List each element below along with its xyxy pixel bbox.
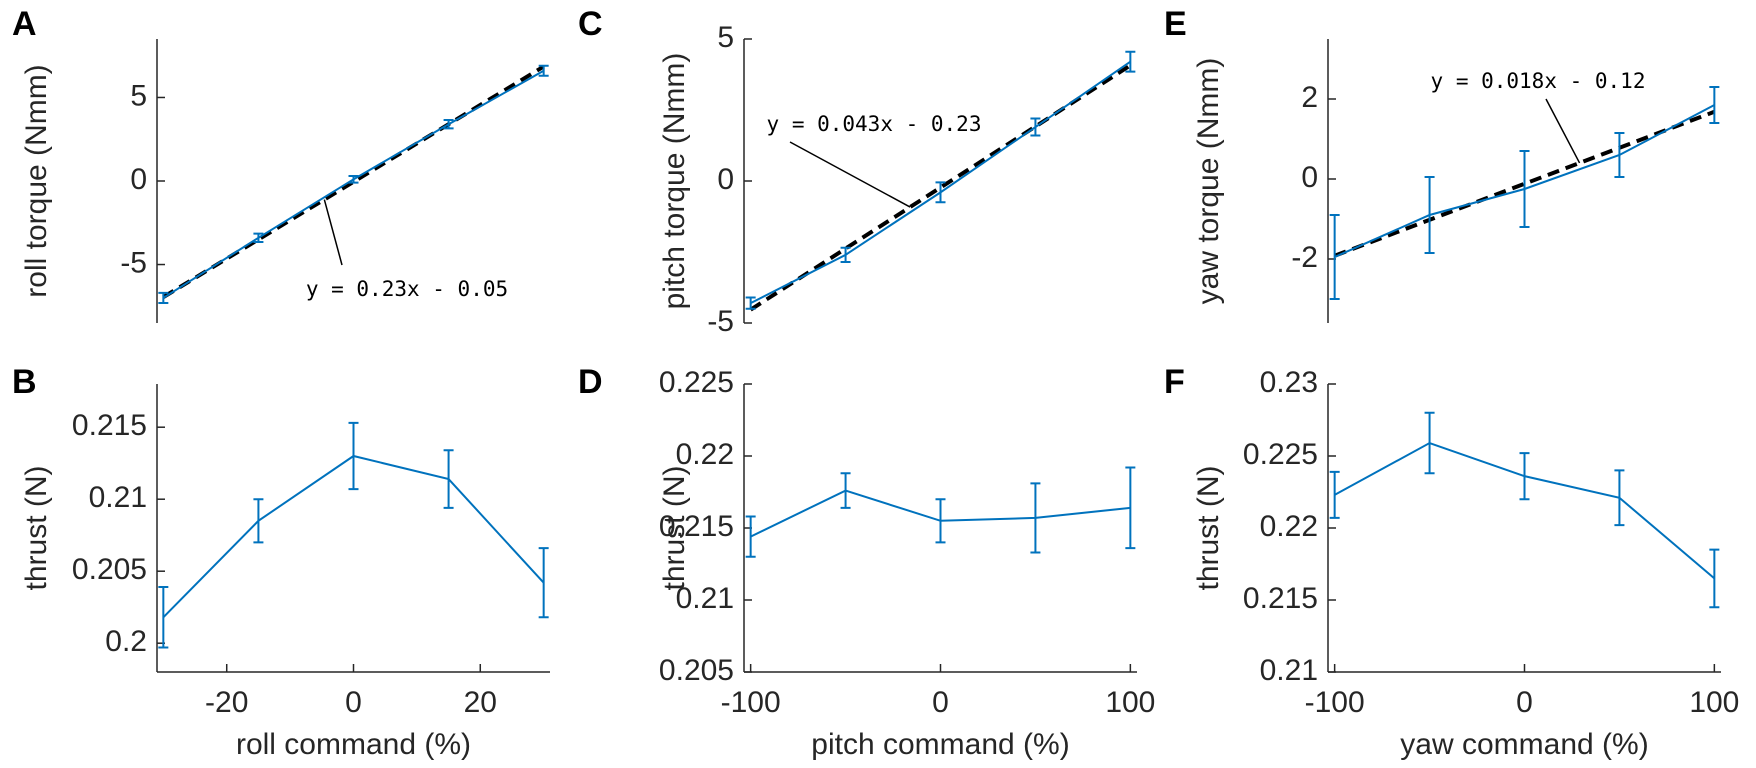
x-axis-label: yaw command (%) <box>1400 728 1648 761</box>
x-tick-label: 100 <box>1105 686 1155 719</box>
y-tick-label: 0.215 <box>72 409 147 442</box>
panel-letter: F <box>1164 363 1185 401</box>
error-bar <box>745 515 756 558</box>
y-tick-label: 0.22 <box>1260 510 1318 543</box>
y-tick-label: 0.215 <box>659 510 734 543</box>
y-tick-label: 0.205 <box>72 553 147 586</box>
x-tick-label: -100 <box>1305 686 1365 719</box>
panel-letter: D <box>578 363 603 401</box>
error-bar <box>348 174 359 184</box>
error-bar <box>158 291 169 304</box>
error-bar <box>1329 470 1340 519</box>
annotation-arrow <box>1545 98 1581 164</box>
error-bar <box>253 498 264 544</box>
y-tick-label: 0.2 <box>105 625 147 658</box>
error-bar <box>1709 548 1720 609</box>
x-tick-label: 100 <box>1689 686 1739 719</box>
error-bar <box>1519 150 1530 228</box>
y-tick-label: 2 <box>1301 81 1318 114</box>
error-bar <box>443 119 454 130</box>
y-tick-label: -5 <box>707 305 734 338</box>
error-bar <box>745 296 756 310</box>
annotation-arrow <box>789 141 911 208</box>
y-tick-label: -5 <box>120 246 147 279</box>
error-bar <box>1424 176 1435 254</box>
y-tick-label: -2 <box>1291 241 1318 274</box>
y-tick-label: 0.23 <box>1260 366 1318 399</box>
y-tick-label: 0.225 <box>1243 438 1318 471</box>
x-tick-label: 0 <box>1516 686 1533 719</box>
panel-letter: C <box>578 5 603 43</box>
error-bar <box>1125 466 1136 550</box>
fit-annotation: y = 0.043x - 0.23 <box>767 112 982 136</box>
error-bar <box>1709 86 1720 124</box>
x-tick-label: 0 <box>345 686 362 719</box>
x-axis-label: roll command (%) <box>236 728 471 761</box>
fit-line <box>1333 109 1716 258</box>
y-axis-label: yaw torque (Nmm) <box>1192 58 1225 305</box>
fit-line <box>162 64 545 299</box>
annotation-arrow <box>323 199 343 266</box>
error-bar <box>1030 117 1041 137</box>
y-axis-label: thrust (N) <box>658 465 691 590</box>
y-axis-label: thrust (N) <box>20 465 53 590</box>
error-bar <box>348 421 359 491</box>
error-bar <box>1125 50 1136 73</box>
error-bar <box>1614 132 1625 178</box>
error-bar <box>538 64 549 77</box>
panel-letter: B <box>12 363 37 401</box>
x-axis-label: pitch command (%) <box>811 728 1069 761</box>
error-bar <box>538 547 549 619</box>
error-bar <box>840 246 851 263</box>
panel-letter: E <box>1164 5 1187 43</box>
fit-annotation: y = 0.23x - 0.05 <box>306 277 508 301</box>
error-bar <box>158 586 169 649</box>
error-bar <box>443 449 454 509</box>
y-tick-label: 0.225 <box>659 366 734 399</box>
y-tick-label: 0.21 <box>89 481 147 514</box>
error-bar <box>840 472 851 509</box>
x-tick-label: -20 <box>205 686 248 719</box>
fit-annotation: y = 0.018x - 0.12 <box>1431 69 1646 93</box>
y-tick-label: 0.205 <box>659 654 734 687</box>
y-tick-label: 0 <box>717 163 734 196</box>
error-bar <box>253 232 264 243</box>
y-tick-label: 0.21 <box>676 582 734 615</box>
error-bar <box>1030 482 1041 554</box>
error-bar <box>935 498 946 544</box>
y-tick-label: 0 <box>130 163 147 196</box>
error-bar <box>1614 469 1625 527</box>
error-bar <box>1519 452 1530 501</box>
y-tick-label: 5 <box>717 21 734 54</box>
x-tick-label: 0 <box>932 686 949 719</box>
y-axis-label: pitch torque (Nmm) <box>658 53 691 310</box>
y-tick-label: 5 <box>130 79 147 112</box>
y-axis-label: roll torque (Nmm) <box>20 64 53 297</box>
panel-letter: A <box>12 5 37 43</box>
y-tick-label: 0.22 <box>676 438 734 471</box>
error-bar <box>1424 411 1435 475</box>
y-tick-label: 0.21 <box>1260 654 1318 687</box>
error-bar <box>1329 214 1340 300</box>
y-tick-label: 0 <box>1301 161 1318 194</box>
y-axis-label: thrust (N) <box>1192 465 1225 590</box>
y-tick-label: 0.215 <box>1243 582 1318 615</box>
error-bar <box>935 181 946 204</box>
x-tick-label: 20 <box>464 686 497 719</box>
x-tick-label: -100 <box>721 686 781 719</box>
